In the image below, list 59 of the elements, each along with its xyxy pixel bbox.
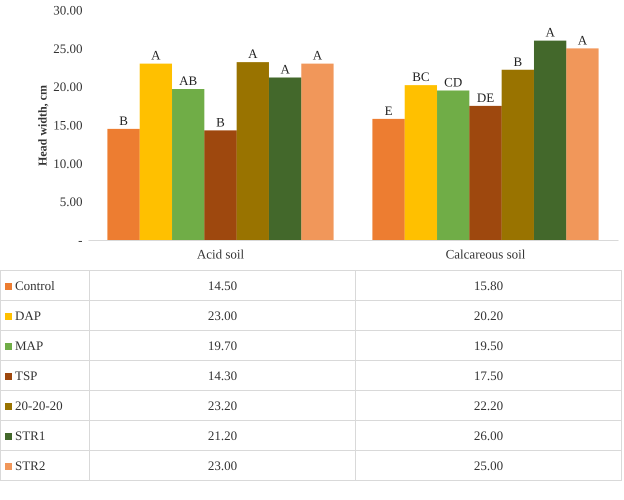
bar — [469, 106, 502, 240]
x-tick-label: Acid soil — [196, 246, 245, 262]
bar — [107, 128, 140, 240]
data-label: 20.20 — [356, 300, 622, 330]
data-label: 15.80 — [356, 270, 622, 300]
data-label: 14.50 — [90, 270, 356, 300]
bar — [566, 48, 599, 240]
annotation: A — [151, 48, 162, 63]
data-label: 22.20 — [356, 390, 622, 420]
bar — [204, 130, 237, 240]
bar — [372, 118, 405, 240]
annotation: AB — [179, 72, 198, 88]
bar — [404, 85, 438, 240]
legend-label: TSP — [0, 360, 90, 390]
annotation: A — [280, 61, 290, 76]
x-tick-label: Calcareous soil — [446, 246, 526, 262]
y-tick-label: 15.00 — [53, 118, 82, 132]
legend-label: Control — [0, 270, 90, 300]
annotation: A — [578, 32, 588, 48]
data-label: 19.70 — [90, 330, 356, 360]
legend-label: STR1 — [0, 420, 90, 450]
y-tick-label: - — [78, 232, 82, 248]
data-label: 14.30 — [90, 360, 356, 390]
y-tick-label: 10.00 — [53, 156, 82, 171]
bar — [502, 70, 534, 240]
y-tick-label: 20.00 — [53, 79, 82, 94]
data-label: 23.20 — [90, 390, 356, 420]
bar — [437, 90, 470, 240]
bar — [236, 62, 269, 240]
data-label: 21.20 — [90, 420, 356, 450]
y-axis-title: Head width, cm — [35, 84, 50, 166]
annotation: B — [119, 112, 128, 128]
data-label: 26.00 — [356, 420, 622, 450]
data-label: 25.00 — [356, 450, 622, 480]
data-label: 19.50 — [356, 330, 622, 360]
legend-label: STR2 — [0, 450, 90, 480]
legend-label: 20-20-20 — [0, 390, 90, 420]
legend-label: DAP — [0, 300, 90, 330]
annotation: B — [513, 54, 522, 69]
annotation: A — [248, 46, 258, 62]
bar — [140, 64, 172, 240]
annotation: DE — [476, 90, 494, 105]
data-label: 23.00 — [90, 450, 356, 480]
annotation: A — [545, 24, 556, 40]
data-label: 17.50 — [356, 360, 622, 390]
annotation: CD — [444, 74, 462, 90]
bar — [172, 88, 204, 240]
annotation: BC — [412, 69, 430, 84]
annotation: B — [216, 114, 226, 130]
data-label: 23.00 — [90, 300, 356, 330]
y-tick-label: 25.00 — [53, 40, 82, 56]
y-tick-label: 30.00 — [53, 2, 82, 18]
annotation: E — [384, 102, 393, 118]
bar — [534, 40, 566, 240]
bar — [301, 64, 334, 240]
annotation: A — [312, 48, 323, 63]
y-tick-label: 5.00 — [60, 194, 82, 210]
bar — [268, 77, 302, 240]
legend-label: MAP — [0, 330, 90, 360]
